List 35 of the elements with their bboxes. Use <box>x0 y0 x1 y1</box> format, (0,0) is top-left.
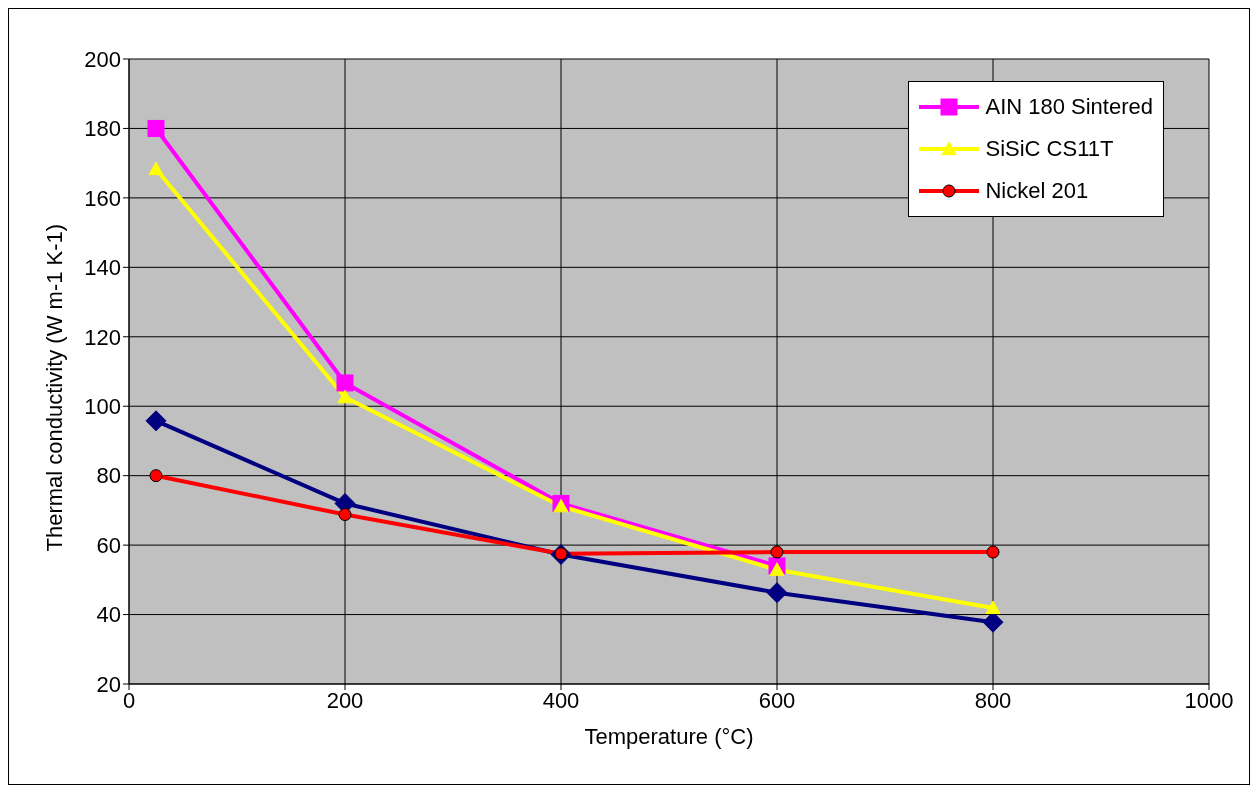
x-tick-label: 600 <box>758 687 796 713</box>
point <box>982 611 1004 633</box>
point <box>766 582 788 604</box>
point <box>149 469 163 483</box>
x-axis-title: Temperature (°C) <box>584 724 754 749</box>
point <box>553 498 569 513</box>
point <box>145 410 167 432</box>
y-tick-label: 60 <box>96 532 121 558</box>
x-tick-label: 1000 <box>1184 687 1234 713</box>
x-tick-label: 400 <box>542 687 580 713</box>
point <box>986 545 1000 559</box>
point <box>337 389 353 404</box>
y-tick-label: 180 <box>84 116 121 142</box>
y-tick-label: 120 <box>84 324 121 350</box>
y-tick-label: 140 <box>84 255 121 281</box>
x-tick-label: 0 <box>122 687 136 713</box>
y-tick-label: 160 <box>84 185 121 211</box>
x-tick-label: 800 <box>974 687 1012 713</box>
point <box>985 600 1001 615</box>
y-tick-label: 200 <box>84 46 121 72</box>
y-tick-label: 80 <box>96 463 121 489</box>
legend-label: Nickel 201 <box>985 178 1089 204</box>
point <box>769 562 785 576</box>
legend-label: AIN 180 Sintered <box>985 94 1153 120</box>
point <box>147 119 165 137</box>
y-axis-title: Thermal conductivity (W m-1 K-1) <box>41 223 67 552</box>
point <box>148 161 164 176</box>
point <box>770 545 784 559</box>
legend-label: SiSiC CS11T <box>985 136 1114 162</box>
y-tick-label: 20 <box>96 671 121 697</box>
point <box>338 508 352 522</box>
y-tick-label: 100 <box>84 394 121 420</box>
x-tick-label: 200 <box>326 687 364 713</box>
point <box>336 374 354 392</box>
y-tick-label: 40 <box>96 602 121 628</box>
